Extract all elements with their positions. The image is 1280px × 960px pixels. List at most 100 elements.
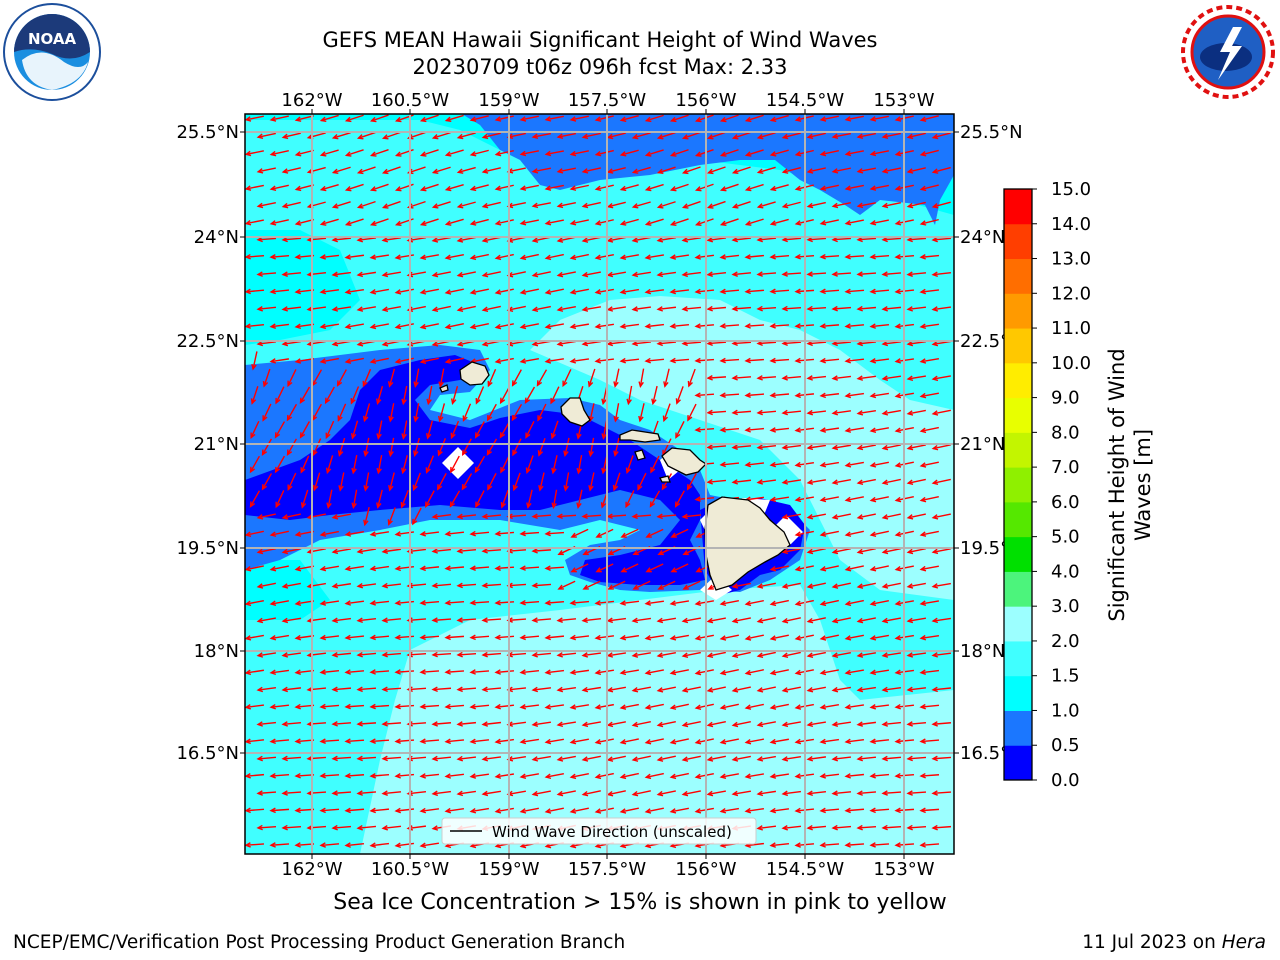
wind-wave-arrow xyxy=(831,132,851,139)
wind-wave-arrow xyxy=(462,403,472,422)
wind-wave-arrow xyxy=(450,420,460,440)
wind-wave-arrow xyxy=(626,385,633,406)
wind-wave-arrow xyxy=(281,548,301,555)
wind-wave-arrow xyxy=(319,842,340,848)
wind-wave-arrow xyxy=(781,513,801,520)
wind-wave-arrow xyxy=(806,375,827,381)
wind-wave-arrow xyxy=(781,790,802,797)
wind-wave-arrow xyxy=(344,807,365,814)
wind-wave-arrow xyxy=(719,703,739,710)
wind-wave-arrow xyxy=(319,634,340,641)
wind-wave-arrow xyxy=(419,149,439,157)
wind-wave-arrow xyxy=(706,444,727,450)
wind-wave-arrow xyxy=(426,420,434,440)
wind-wave-arrow xyxy=(569,807,589,814)
wind-wave-arrow xyxy=(269,288,290,295)
wind-wave-arrow xyxy=(494,219,514,226)
wind-wave-arrow xyxy=(781,409,802,416)
wind-wave-arrow xyxy=(731,166,751,175)
wind-wave-arrow xyxy=(344,530,364,537)
lat-tick-left: 16.5°N xyxy=(176,743,239,764)
wind-wave-arrow xyxy=(544,773,564,780)
wind-wave-arrow xyxy=(706,166,726,175)
wind-wave-arrow xyxy=(819,219,839,226)
wind-wave-arrow xyxy=(419,183,439,192)
wind-wave-arrow xyxy=(245,599,264,607)
lat-tick-right: 24°N xyxy=(960,227,1005,248)
wind-wave-arrow xyxy=(806,582,826,589)
wind-wave-arrow xyxy=(388,472,395,492)
wind-wave-arrow xyxy=(831,167,851,174)
wind-wave-arrow xyxy=(451,385,459,406)
wind-wave-arrow xyxy=(331,790,352,796)
wind-wave-arrow xyxy=(486,403,497,422)
wind-wave-arrow xyxy=(681,651,701,658)
wind-wave-arrow xyxy=(438,368,445,388)
wind-wave-arrow xyxy=(769,565,789,572)
wind-wave-arrow xyxy=(606,652,627,658)
wind-wave-arrow xyxy=(656,617,676,624)
wind-wave-arrow xyxy=(369,669,390,675)
wind-wave-arrow xyxy=(744,392,765,398)
wind-wave-arrow xyxy=(869,392,890,399)
wind-wave-arrow xyxy=(494,530,515,537)
wind-wave-arrow xyxy=(294,288,315,295)
wind-wave-arrow xyxy=(769,669,789,676)
wind-wave-arrow xyxy=(931,582,951,589)
wind-wave-arrow xyxy=(556,202,576,209)
wind-wave-arrow xyxy=(606,306,627,312)
lat-tick-left: 24°N xyxy=(194,227,239,248)
wave-field-2.0-3.0-east xyxy=(530,296,954,600)
wind-wave-arrow xyxy=(557,580,576,590)
wind-wave-arrow xyxy=(756,166,776,174)
wind-wave-arrow xyxy=(312,472,321,492)
wind-wave-arrow xyxy=(756,201,776,209)
wind-wave-arrow xyxy=(426,385,433,406)
wind-wave-arrow xyxy=(331,617,352,624)
wind-wave-arrow xyxy=(644,149,664,157)
wind-wave-arrow xyxy=(269,565,289,572)
wind-wave-arrow xyxy=(656,166,676,175)
wind-wave-arrow xyxy=(481,790,501,797)
wind-wave-arrow xyxy=(331,306,352,312)
wind-wave-arrow xyxy=(638,368,645,388)
wind-wave-arrow xyxy=(469,599,490,606)
wind-wave-arrow xyxy=(919,115,939,122)
wind-wave-arrow xyxy=(338,472,345,492)
wind-wave-arrow xyxy=(245,288,265,295)
island-kahoolawe xyxy=(659,475,671,483)
wind-wave-arrow xyxy=(606,201,626,209)
wind-wave-arrow xyxy=(769,703,789,710)
wind-wave-arrow xyxy=(269,184,289,191)
wind-wave-arrow xyxy=(281,513,301,520)
wind-wave-arrow xyxy=(344,149,364,157)
wind-wave-arrow xyxy=(512,472,521,492)
wind-wave-arrow xyxy=(656,340,677,347)
wind-wave-arrow xyxy=(381,131,401,140)
wind-wave-arrow xyxy=(919,600,939,606)
wind-wave-arrow xyxy=(706,651,726,659)
wind-wave-arrow xyxy=(376,385,384,406)
wind-wave-arrow xyxy=(744,254,765,260)
wind-wave-arrow xyxy=(731,651,751,659)
wind-wave-arrow xyxy=(269,115,289,122)
wind-wave-arrow xyxy=(337,437,346,457)
wind-wave-arrow xyxy=(681,166,701,175)
wind-wave-arrow xyxy=(519,253,539,261)
wind-wave-arrow xyxy=(731,617,751,624)
wind-wave-arrow xyxy=(475,490,485,509)
wind-wave-arrow xyxy=(551,455,558,475)
wind-wave-arrow xyxy=(769,807,790,814)
wind-wave-arrow xyxy=(869,669,890,676)
wind-wave-arrow xyxy=(444,634,465,641)
wind-wave-arrow xyxy=(831,824,852,831)
wind-wave-arrow xyxy=(931,652,952,658)
wind-wave-arrow xyxy=(331,652,352,658)
wind-wave-arrow xyxy=(269,842,290,848)
wind-wave-arrow xyxy=(594,149,614,157)
wind-wave-arrow xyxy=(756,132,776,140)
wind-wave-arrow xyxy=(536,369,548,387)
wind-wave-arrow xyxy=(294,807,315,814)
wind-wave-arrow xyxy=(656,755,676,762)
colorbar-segment xyxy=(1004,710,1032,746)
